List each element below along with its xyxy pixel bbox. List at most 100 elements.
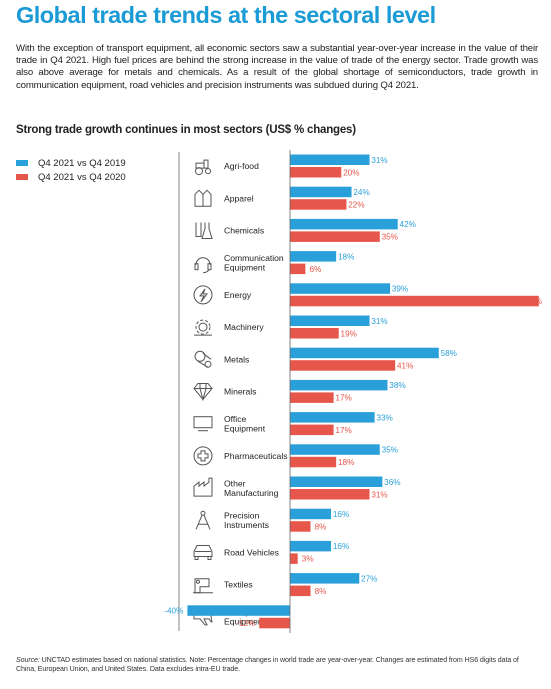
category-label: Energy <box>224 290 252 300</box>
bar-2019 <box>290 573 360 584</box>
data-label: 97% <box>526 297 542 306</box>
bar-2019 <box>290 218 398 230</box>
data-label: 3% <box>302 555 314 564</box>
bar-2019 <box>290 315 370 326</box>
bar-2019 <box>290 186 352 198</box>
legend-item-2020: Q4 2021 vs Q4 2020 <box>16 170 126 184</box>
gear-icon <box>194 319 212 336</box>
data-label: 38% <box>389 381 405 390</box>
page-title: Global trade trends at the sectoral leve… <box>16 2 436 28</box>
category-label: Equipment <box>224 617 266 627</box>
medical-cross-icon <box>193 446 213 466</box>
data-label: 36% <box>384 478 400 487</box>
chart-title: Strong trade growth continues in most se… <box>16 124 356 136</box>
bar-2019 <box>290 444 380 455</box>
data-label: -40% <box>164 607 183 616</box>
flask-icon <box>195 222 213 239</box>
category-label: Manufacturing <box>224 488 279 498</box>
bar-2020 <box>290 424 334 436</box>
bar-2020 <box>290 167 342 178</box>
jacket-icon <box>194 189 212 207</box>
bar-2020 <box>290 295 539 307</box>
category-label: Metals <box>224 354 249 364</box>
bar-2019 <box>290 412 375 423</box>
data-label: 33% <box>376 413 392 422</box>
data-label: 27% <box>361 574 377 583</box>
data-label: 35% <box>382 233 398 242</box>
footnote-source-label: Source: <box>16 656 40 664</box>
bar-2019 <box>290 251 337 262</box>
data-label: 31% <box>371 156 387 165</box>
bar-2019 <box>290 379 388 391</box>
bar-2020 <box>290 456 337 468</box>
bar-2019 <box>290 347 439 359</box>
data-label: 20% <box>343 168 359 177</box>
bar-2019 <box>290 540 332 552</box>
data-label: 17% <box>335 426 351 435</box>
bar-2019 <box>290 508 332 520</box>
legend-item-2019: Q4 2021 vs Q4 2019 <box>16 156 126 170</box>
intro-paragraph: With the exception of transport equipmen… <box>16 43 538 91</box>
data-label: 31% <box>371 490 387 499</box>
category-label: Communication <box>224 253 284 263</box>
factory-icon <box>193 477 213 497</box>
bar-2019 <box>290 476 383 487</box>
category-label: Precision <box>224 511 260 521</box>
category-label: Textiles <box>224 580 253 590</box>
data-label: 18% <box>338 252 354 261</box>
category-label: Road Vehicles <box>224 548 279 558</box>
chart-legend: Q4 2021 vs Q4 2019 Q4 2021 vs Q4 2020 <box>16 156 126 184</box>
data-label: 19% <box>341 329 357 338</box>
bar-2019 <box>187 605 290 616</box>
data-label: -12% <box>236 619 255 628</box>
data-label: 17% <box>335 394 351 403</box>
bar-2020 <box>290 360 396 371</box>
bar-2020 <box>290 553 298 564</box>
legend-swatch-2020 <box>16 174 28 180</box>
bar-2020 <box>290 489 370 500</box>
category-label: Office <box>224 414 247 424</box>
bar-2020 <box>259 617 290 629</box>
category-label: Instruments <box>224 520 269 530</box>
category-label: Apparel <box>224 193 254 203</box>
data-label: 58% <box>441 349 457 358</box>
data-label: 35% <box>382 446 398 455</box>
data-label: 42% <box>400 220 416 229</box>
category-label: Machinery <box>224 322 264 332</box>
category-label: Agri-food <box>224 161 259 171</box>
bar-2020 <box>290 199 347 210</box>
lightning-icon <box>193 285 213 305</box>
data-label: 39% <box>392 285 408 294</box>
data-label: 22% <box>348 201 364 210</box>
data-label: 41% <box>397 362 413 371</box>
category-label: Minerals <box>224 387 256 397</box>
category-label: Chemicals <box>224 226 264 236</box>
sewing-machine-icon <box>193 578 213 594</box>
bar-2020 <box>290 263 306 275</box>
data-label: 16% <box>333 542 349 551</box>
pipes-icon <box>194 350 212 368</box>
data-label: 8% <box>315 587 327 596</box>
legend-swatch-2019 <box>16 160 28 166</box>
headset-icon <box>194 257 212 274</box>
diamond-icon <box>193 383 213 402</box>
bar-2019 <box>290 283 391 294</box>
legend-label-2019: Q4 2021 vs Q4 2019 <box>38 157 126 169</box>
legend-label-2020: Q4 2021 vs Q4 2020 <box>38 171 126 183</box>
bar-2020 <box>290 328 339 339</box>
category-label: Equipment <box>224 424 266 434</box>
tractor-icon <box>195 159 211 176</box>
car-icon <box>193 545 213 560</box>
compass-icon <box>195 510 211 530</box>
data-label: 8% <box>315 523 327 532</box>
category-label: Pharmaceuticals <box>224 451 288 461</box>
data-label: 18% <box>338 458 354 467</box>
data-label: 24% <box>353 188 369 197</box>
category-label: Equipment <box>224 263 266 273</box>
category-label: Other <box>224 478 246 488</box>
bar-2020 <box>290 231 380 242</box>
data-label: 31% <box>371 317 387 326</box>
footnote-text: UNCTAD estimates based on national stati… <box>16 656 519 674</box>
bar-2019 <box>290 154 370 165</box>
